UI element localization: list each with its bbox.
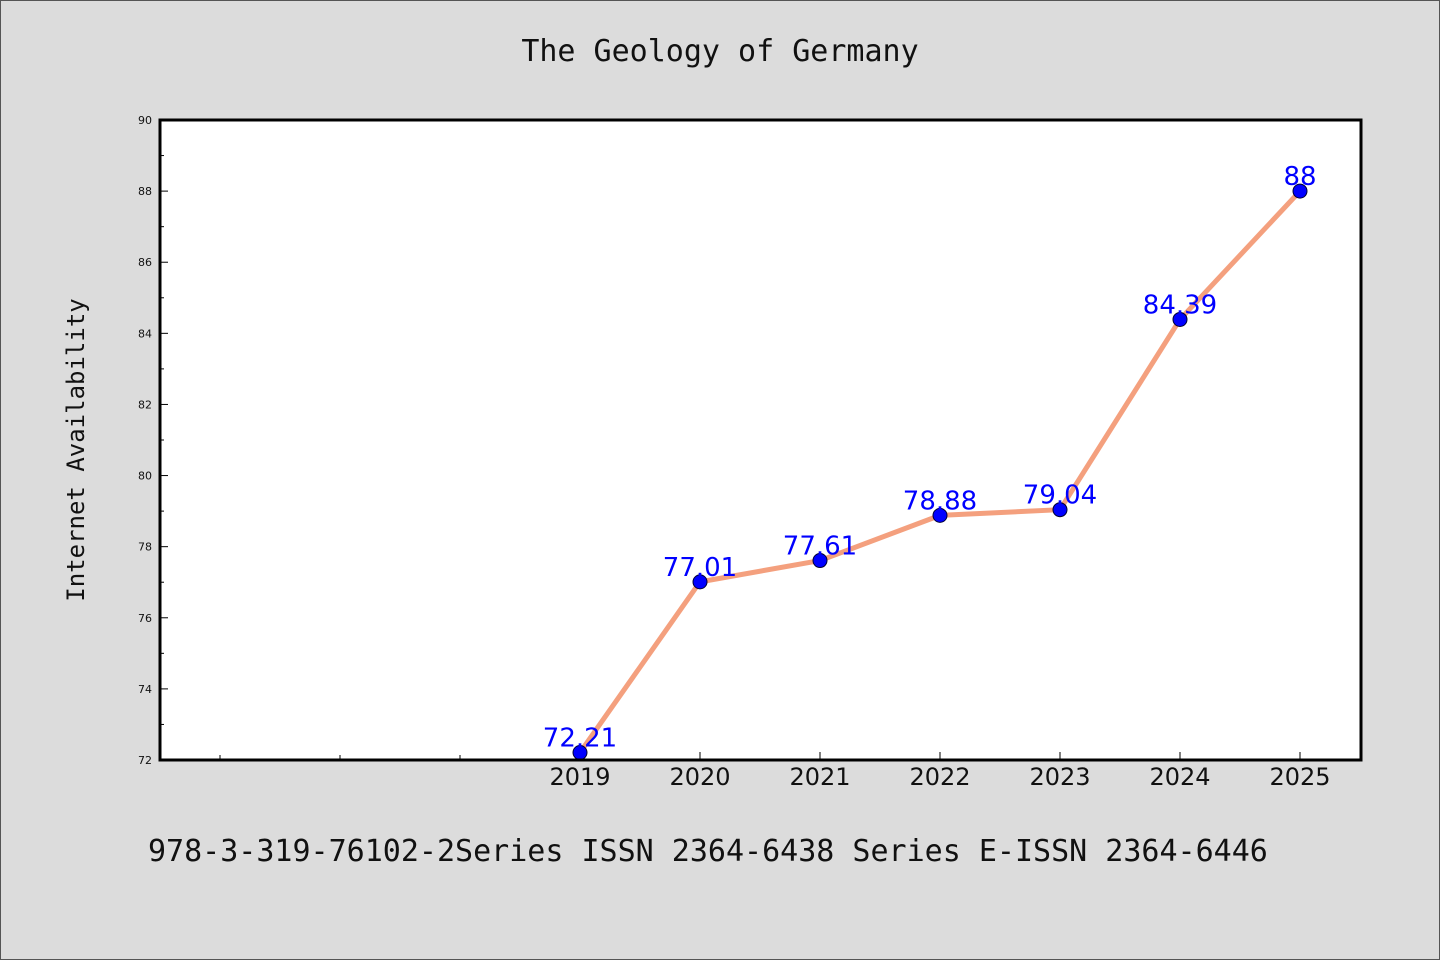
x-tick-label: 2024 (1149, 763, 1210, 791)
x-tick-label: 2022 (909, 763, 970, 791)
x-tick-label: 2021 (789, 763, 850, 791)
y-tick-label: 72 (138, 754, 152, 767)
data-point (1172, 311, 1188, 327)
data-point (932, 507, 948, 523)
x-tick-label: 2025 (1269, 763, 1330, 791)
series-group: 72.21 77.01 77.61 78.88 79.04 84.39 88 (543, 162, 1317, 761)
chart-title: The Geology of Germany (521, 34, 919, 69)
y-tick-label: 82 (138, 398, 152, 411)
plot-area (160, 120, 1361, 760)
data-label: 72.21 (543, 724, 617, 754)
data-label: 77.61 (783, 532, 857, 562)
y-tick-label: 90 (138, 114, 152, 127)
x-axis-ticks: 2019 2020 2021 2022 2023 2024 2025 (219, 752, 1331, 791)
y-tick-label: 80 (138, 470, 152, 483)
y-tick-label: 76 (138, 612, 152, 625)
y-tick-label: 78 (138, 541, 152, 554)
data-label: 79.04 (1023, 481, 1097, 511)
data-point (1292, 183, 1308, 199)
x-tick-label: 2020 (669, 763, 730, 791)
data-point (692, 574, 708, 590)
y-tick-label: 84 (138, 327, 152, 340)
data-label: 77.01 (663, 553, 737, 583)
data-point (812, 553, 828, 569)
data-point (1052, 502, 1068, 518)
data-label: 88 (1283, 162, 1316, 192)
y-axis-ticks: 72 74 76 78 80 82 84 86 88 90 (138, 114, 168, 767)
footer-isbn-text: 978-3-319-76102-2Series ISSN 2364-6438 S… (148, 834, 1268, 869)
x-tick-label: 2019 (549, 763, 610, 791)
x-tick-label: 2023 (1029, 763, 1090, 791)
data-label: 78.88 (903, 486, 977, 516)
y-tick-label: 88 (138, 185, 152, 198)
y-tick-label: 86 (138, 256, 152, 269)
data-label: 84.39 (1143, 290, 1217, 320)
y-tick-label: 74 (138, 683, 152, 696)
plot-border (158, 118, 1363, 762)
